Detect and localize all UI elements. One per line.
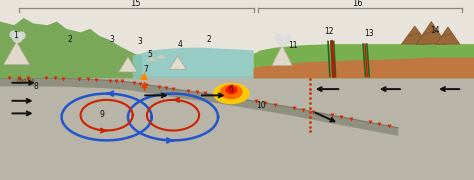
Text: 13: 13 [364, 29, 374, 38]
Text: 3: 3 [109, 35, 114, 44]
Text: 8: 8 [33, 82, 38, 91]
Text: 3: 3 [137, 37, 142, 46]
Polygon shape [401, 26, 428, 44]
Text: 10: 10 [256, 101, 265, 110]
Polygon shape [436, 27, 460, 44]
Polygon shape [140, 72, 148, 80]
Text: 14: 14 [430, 26, 439, 35]
Text: 5: 5 [147, 50, 152, 59]
Polygon shape [169, 56, 186, 69]
Polygon shape [0, 18, 142, 78]
Polygon shape [146, 57, 157, 61]
Bar [0, 76, 474, 180]
Polygon shape [272, 45, 292, 66]
Polygon shape [0, 78, 398, 136]
Text: Magma: Magma [17, 78, 35, 83]
Polygon shape [416, 22, 447, 44]
Text: 1: 1 [13, 31, 18, 40]
Polygon shape [254, 58, 474, 78]
Text: 2: 2 [68, 35, 73, 44]
Ellipse shape [226, 86, 237, 94]
Text: 4: 4 [178, 40, 182, 49]
Polygon shape [155, 54, 167, 58]
Text: 9: 9 [100, 110, 104, 119]
Ellipse shape [220, 85, 242, 99]
Text: 16: 16 [353, 0, 363, 8]
Polygon shape [3, 41, 30, 65]
Text: 12: 12 [325, 27, 334, 36]
Text: 15: 15 [130, 0, 140, 8]
Text: 2: 2 [206, 35, 211, 44]
Text: 6: 6 [229, 85, 234, 94]
Text: 7: 7 [144, 65, 148, 74]
Text: 11: 11 [288, 41, 297, 50]
Polygon shape [133, 48, 254, 78]
Polygon shape [118, 57, 137, 72]
Polygon shape [254, 44, 474, 78]
Ellipse shape [213, 84, 249, 103]
